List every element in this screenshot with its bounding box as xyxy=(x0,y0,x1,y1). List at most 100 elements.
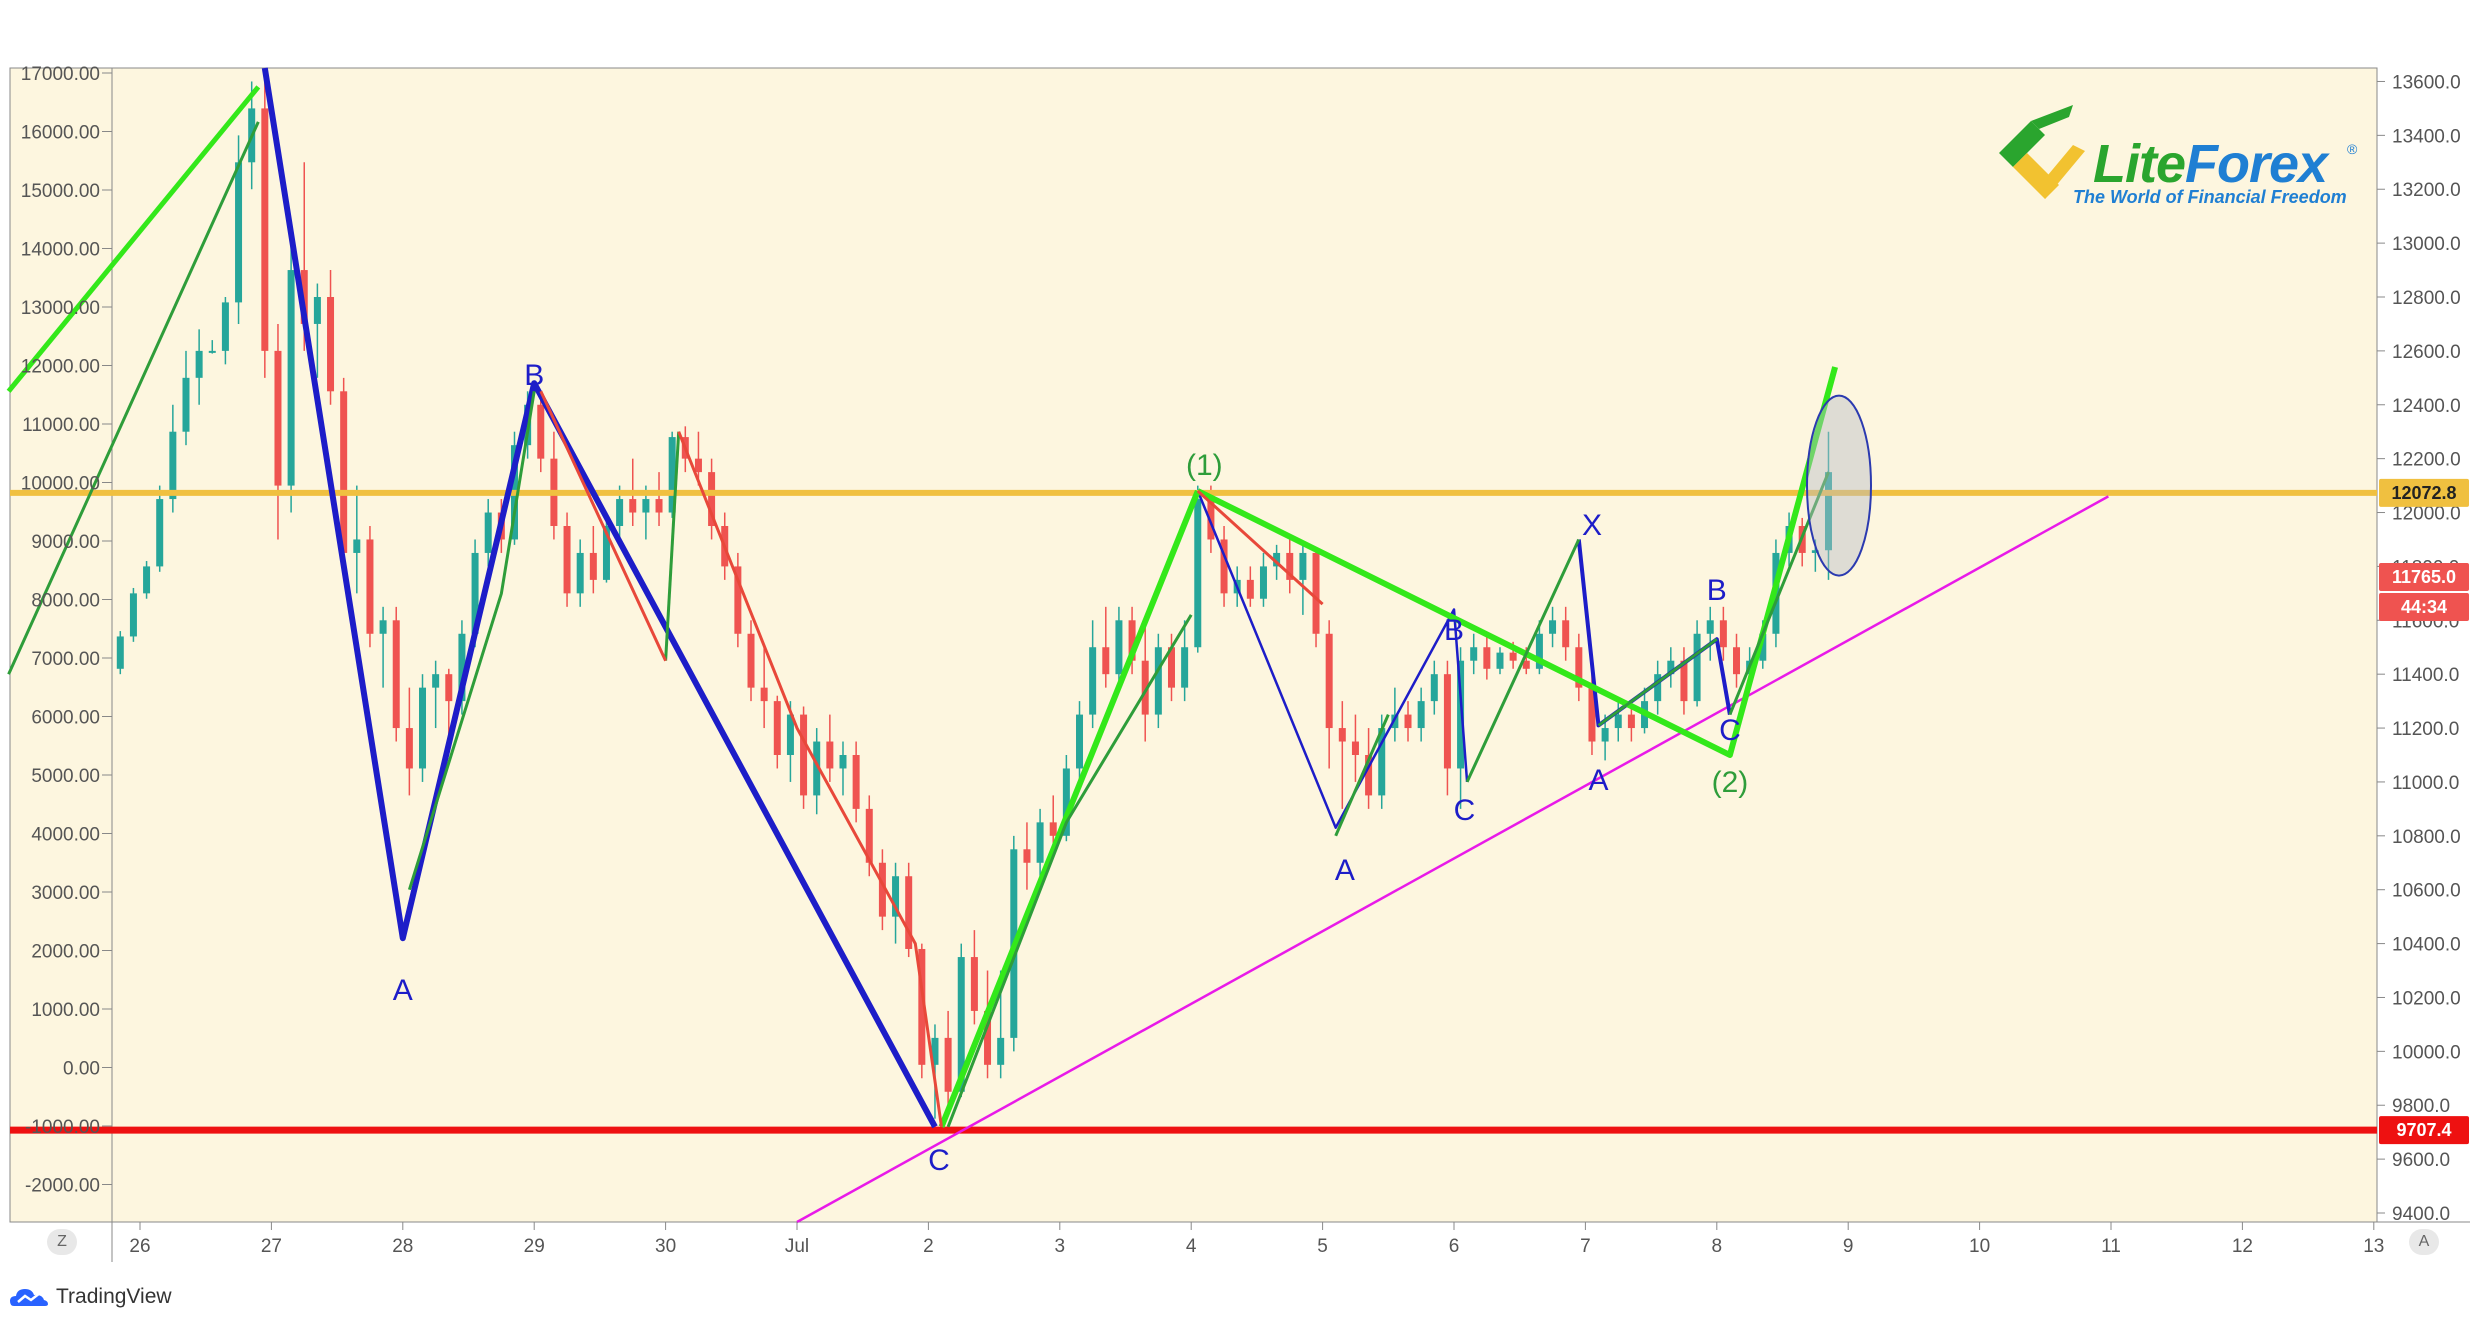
wave-line-green-e xyxy=(1334,714,1390,837)
highlight-ellipse xyxy=(1806,394,1873,577)
candle xyxy=(747,620,755,702)
candle xyxy=(274,323,282,540)
candle-body xyxy=(1023,849,1031,863)
candle-body xyxy=(1273,552,1281,567)
logo-name: LiteForex xyxy=(2093,133,2328,195)
left-axis-tick-label: 4000.00 xyxy=(31,825,100,846)
left-axis-scale-button[interactable]: Z xyxy=(47,1229,77,1255)
candle-body xyxy=(997,1037,1005,1065)
left-axis-tick-label: 9000.00 xyxy=(31,532,100,553)
price-tag-support: 9707.4 xyxy=(2396,1120,2451,1140)
candle-body xyxy=(1535,633,1543,669)
logo-name-lite: Lite xyxy=(2093,134,2186,194)
candle-body xyxy=(379,620,387,634)
candle xyxy=(1102,606,1110,688)
candle xyxy=(1220,526,1228,607)
wave-label-a3: A xyxy=(1589,764,1609,797)
candle xyxy=(839,741,847,796)
right-axis-tick-label: 12400.0 xyxy=(2392,396,2461,417)
candle-body xyxy=(1654,674,1662,702)
candle-body xyxy=(458,633,466,702)
candle xyxy=(1443,660,1451,796)
liteforex-logo: LiteForex ® The World of Financial Freed… xyxy=(1985,95,2365,210)
candle-body xyxy=(261,108,269,351)
candle xyxy=(1246,566,1254,607)
candle-body xyxy=(537,404,545,459)
right-axis-tick-label: 10000.0 xyxy=(2392,1042,2461,1063)
candle-body xyxy=(169,431,177,500)
candle xyxy=(1338,701,1346,809)
tradingview-brand[interactable]: TradingView xyxy=(8,1282,172,1312)
candle-body xyxy=(931,1037,939,1065)
candle-body xyxy=(629,499,637,513)
candle-body xyxy=(589,552,597,580)
candle-body xyxy=(313,297,321,324)
candle-body xyxy=(1207,499,1215,540)
wave-line-green-g xyxy=(1597,637,1718,727)
left-axis-tick-label: 5000.00 xyxy=(31,766,100,787)
candle-body xyxy=(1338,728,1346,742)
candle-body xyxy=(143,566,151,594)
candle-body xyxy=(865,808,873,863)
time-axis-tick-label: 5 xyxy=(1317,1236,1328,1257)
candle-body xyxy=(274,350,282,486)
candle-body xyxy=(668,437,676,513)
right-axis-tick-label: 12600.0 xyxy=(2392,342,2461,363)
candle-body xyxy=(694,458,702,473)
price-tag-countdown: 44:34 xyxy=(2401,597,2447,617)
candle-body xyxy=(1036,822,1044,863)
right-axis-auto-button[interactable]: A xyxy=(2409,1229,2439,1255)
price-tag-last-bg xyxy=(2379,563,2469,591)
candle xyxy=(392,606,400,742)
right-axis-tick-label: 11200.0 xyxy=(2392,719,2459,740)
wave-label-x: X xyxy=(1582,509,1602,542)
candle xyxy=(892,862,900,944)
wave-line-red-c xyxy=(1196,489,1324,606)
time-axis-tick-label: 3 xyxy=(1055,1236,1066,1257)
candle xyxy=(1575,633,1583,702)
price-tag-support-bg xyxy=(2379,1116,2469,1145)
candle-body xyxy=(1667,660,1675,675)
candle-body xyxy=(1141,660,1149,715)
time-axis-tick-label: 11 xyxy=(2101,1236,2121,1257)
candle-body xyxy=(1220,539,1228,594)
candle-body xyxy=(760,687,768,702)
left-axis-tick-label: 16000.00 xyxy=(21,123,100,144)
candle-body xyxy=(1549,620,1557,634)
candle-body xyxy=(1246,579,1254,599)
candle-body xyxy=(576,552,584,594)
left-axis-tick-label: 2000.00 xyxy=(31,942,100,963)
candle xyxy=(129,587,137,642)
wave-line-green-c xyxy=(664,431,681,661)
candle-body xyxy=(195,350,203,378)
candle-body xyxy=(1299,552,1307,580)
candle xyxy=(773,695,781,769)
candle-body xyxy=(800,714,808,796)
time-axis-tick-label: 6 xyxy=(1449,1236,1460,1257)
wave-line-impulse-1 xyxy=(938,489,1201,1128)
candle xyxy=(1181,620,1189,702)
liteforex-mark-icon xyxy=(1999,105,2085,199)
candle xyxy=(1457,647,1465,809)
candle-body xyxy=(1391,714,1399,729)
candle xyxy=(1391,687,1399,742)
candle-body xyxy=(655,499,663,513)
candle xyxy=(1062,755,1070,842)
time-axis-tick-label: Jul xyxy=(785,1236,809,1257)
candle xyxy=(1141,620,1149,742)
right-axis-tick-label: 13600.0 xyxy=(2392,72,2461,93)
wave-label-c1: C xyxy=(928,1144,950,1177)
candle-body xyxy=(287,270,295,486)
candle-body xyxy=(1733,647,1741,675)
candle-body xyxy=(327,297,335,392)
candle-body xyxy=(563,526,571,594)
candle-body xyxy=(156,499,164,567)
candle-body xyxy=(1509,652,1517,661)
candle-body xyxy=(642,499,650,513)
left-axis-tick-label: 0.00 xyxy=(63,1059,100,1080)
candle xyxy=(379,606,387,688)
candle xyxy=(195,329,203,405)
wave-label-c3: C xyxy=(1719,714,1741,747)
